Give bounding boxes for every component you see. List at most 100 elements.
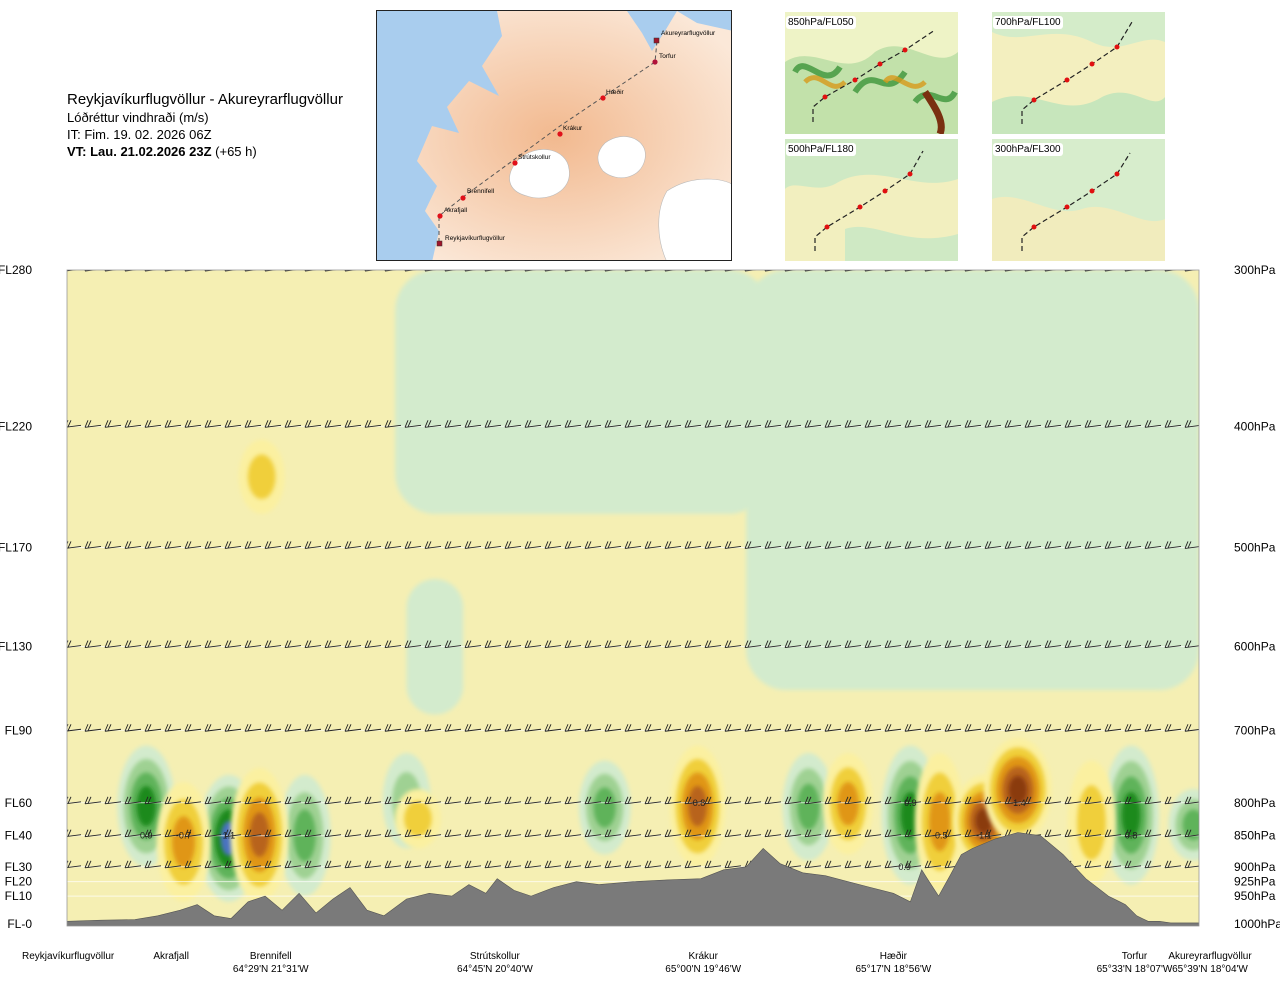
wind-barb-flag xyxy=(107,420,112,428)
wind-barb-shaft xyxy=(804,865,822,869)
wind-barb-flag xyxy=(267,541,272,549)
wind-barb-flag xyxy=(904,860,909,868)
wind-barb-flag xyxy=(187,860,192,868)
valid-time-line: VT: Lau. 21.02.2026 23Z (+65 h) xyxy=(67,143,343,160)
wind-barb-flag xyxy=(624,724,629,732)
wind-barb-shaft xyxy=(124,645,142,648)
wind-barb-shaft xyxy=(144,645,162,648)
wind-barb xyxy=(264,724,282,732)
wind-barb-shaft xyxy=(664,645,682,648)
wind-barb-shaft xyxy=(224,865,242,869)
wind-barb xyxy=(1104,420,1122,428)
wind-barb-flag xyxy=(167,724,172,732)
wind-barb-shaft xyxy=(744,424,762,428)
wind-barb-shaft xyxy=(544,645,562,648)
wind-barb-flag xyxy=(1147,640,1152,648)
wind-barb-flag xyxy=(664,541,669,549)
wind-barb-flag xyxy=(407,829,412,837)
wind-barb-shaft xyxy=(1024,270,1037,272)
wind-barb-shaft xyxy=(304,801,322,805)
wind-barb-flag xyxy=(864,640,869,648)
wind-barb-flag xyxy=(467,829,472,837)
wind-barb-flag xyxy=(924,860,929,868)
wind-barb-flag xyxy=(1127,640,1132,648)
level-map-300[interactable]: 300hPa/FL300 xyxy=(992,139,1165,261)
wind-barb-shaft xyxy=(104,546,122,549)
wind-barb-flag xyxy=(847,796,852,804)
wind-barb-flag xyxy=(324,829,329,837)
wind-barb-shaft xyxy=(324,865,342,869)
wind-barb-shaft xyxy=(204,801,222,805)
wind-barb-flag xyxy=(1084,640,1089,648)
wind-barb-shaft xyxy=(944,801,962,805)
wind-barb-flag xyxy=(307,860,312,868)
wind-barb-shaft xyxy=(904,834,922,838)
wind-barb-shaft xyxy=(1084,546,1102,549)
wind-barb-flag xyxy=(184,541,189,549)
level-map-850[interactable]: 850hPa/FL050 xyxy=(785,12,958,134)
wind-barb-flag xyxy=(947,640,952,648)
wind-barb-shaft xyxy=(67,645,82,648)
wind-barb-flag xyxy=(807,796,812,804)
wind-barb xyxy=(604,420,622,428)
wind-barb-flag xyxy=(487,640,492,648)
wind-barb-shaft xyxy=(824,728,842,732)
wind-barb-shaft xyxy=(1104,728,1122,732)
wind-barb-flag xyxy=(987,829,992,837)
wind-barb-flag xyxy=(567,420,572,428)
wind-barb-flag xyxy=(427,724,432,732)
wind-barb-flag xyxy=(327,724,332,732)
wind-barb-shaft xyxy=(404,645,422,648)
wind-barb-shaft xyxy=(624,546,642,549)
wind-barb-flag xyxy=(1104,829,1109,837)
level-map-500[interactable]: 500hPa/FL180 xyxy=(785,139,958,261)
wind-barb-flag xyxy=(504,640,509,648)
level-map-700[interactable]: 700hPa/FL100 xyxy=(992,12,1165,134)
wind-barb-shaft xyxy=(67,546,82,549)
wind-barb-flag xyxy=(407,724,412,732)
wind-barb xyxy=(404,724,422,732)
wind-barb xyxy=(464,724,482,732)
wind-barb xyxy=(344,724,362,732)
wind-barb-shaft xyxy=(884,424,902,428)
wind-barb-shaft xyxy=(964,424,982,428)
wind-barb-flag xyxy=(464,860,469,868)
wind-barb-flag xyxy=(1164,640,1169,648)
wind-barb xyxy=(364,640,382,648)
wind-barb-flag xyxy=(507,541,512,549)
contour-value-label: -0.5 xyxy=(932,831,948,841)
wind-barb-shaft xyxy=(764,728,782,732)
overview-map-svg: Akureyrarflugvöllur Torfur Hæðir Krákur … xyxy=(377,11,731,260)
contour-value-label: 0.8 xyxy=(1125,831,1138,841)
wind-barb-flag xyxy=(604,640,609,648)
wind-barb xyxy=(1104,724,1122,732)
wind-barb-flag xyxy=(447,796,452,804)
wind-barb-flag xyxy=(104,724,109,732)
wind-barb-flag xyxy=(804,640,809,648)
wind-barb-flag xyxy=(104,796,109,804)
contour-value-label: 0.9 xyxy=(898,862,911,872)
wind-barb-flag xyxy=(1047,796,1052,804)
wind-barb-flag xyxy=(987,796,992,804)
contour-value-label: -0.7 xyxy=(176,831,192,841)
wind-barb-shaft xyxy=(644,270,657,272)
wind-barb-flag xyxy=(67,860,69,865)
wind-barb xyxy=(604,796,622,805)
wind-barb-shaft xyxy=(564,546,582,549)
wind-barb-flag xyxy=(124,829,129,837)
wind-barb-flag xyxy=(884,829,889,837)
wind-barb-flag xyxy=(1164,541,1169,549)
wind-barb-shaft xyxy=(584,424,602,428)
wind-barb-flag xyxy=(664,796,669,804)
wind-barb xyxy=(744,829,762,838)
wind-barb-flag xyxy=(224,640,229,648)
wind-barb-flag xyxy=(67,724,69,728)
wind-barb-shaft xyxy=(67,728,82,732)
wind-barb-flag xyxy=(647,420,652,428)
wind-barb xyxy=(964,724,982,732)
wind-barb-flag xyxy=(907,420,912,428)
wind-barb xyxy=(924,640,942,648)
wind-barb xyxy=(864,860,882,869)
wind-barb-shaft xyxy=(704,424,722,428)
wind-barb-shaft xyxy=(1044,834,1062,838)
